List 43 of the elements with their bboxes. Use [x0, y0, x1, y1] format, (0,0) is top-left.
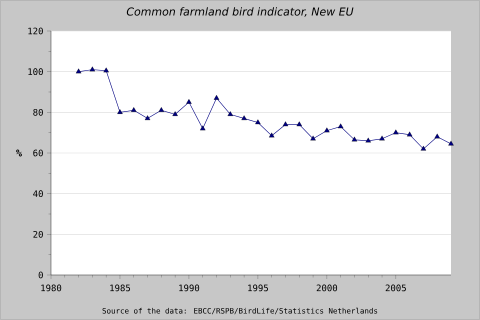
point — [296, 121, 302, 126]
point — [103, 68, 109, 72]
point — [366, 138, 371, 142]
y-tick-label: 0 — [38, 272, 43, 278]
y-tick-label: 100 — [28, 68, 43, 76]
point — [131, 107, 136, 112]
y-tick-label: 40 — [33, 190, 43, 198]
point — [241, 115, 247, 120]
point — [158, 107, 164, 112]
point — [324, 127, 330, 132]
point — [379, 136, 385, 140]
point — [282, 121, 288, 126]
point — [268, 132, 274, 138]
point — [90, 66, 96, 72]
point — [255, 119, 261, 124]
x-tick-label: 2000 — [316, 284, 338, 292]
point — [186, 99, 192, 104]
point — [448, 140, 454, 146]
x-tick-label: 1980 — [41, 284, 62, 292]
y-tick-label: 120 — [28, 28, 43, 34]
point — [434, 134, 440, 138]
x-tick-label: 1990 — [179, 284, 200, 292]
point — [352, 136, 358, 142]
point — [172, 111, 178, 116]
y-tick-label: 80 — [33, 108, 43, 116]
y-tick-label: 60 — [33, 150, 43, 156]
x-tick-label: 2005 — [386, 284, 406, 292]
chart-title: Common farmland bird indicator, New EU — [126, 7, 354, 17]
x-tick-label: 1985 — [110, 284, 130, 292]
point — [393, 130, 399, 134]
point — [406, 132, 412, 136]
point — [117, 109, 123, 114]
point — [144, 115, 150, 120]
y-axis-title: % — [16, 150, 22, 156]
point — [338, 123, 344, 128]
y-tick-label: 20 — [33, 230, 43, 238]
point — [228, 111, 234, 116]
point — [214, 94, 220, 100]
point — [420, 146, 426, 151]
point — [310, 136, 316, 140]
point — [200, 125, 206, 130]
x-tick-label: 1995 — [248, 284, 268, 292]
point — [76, 68, 82, 74]
